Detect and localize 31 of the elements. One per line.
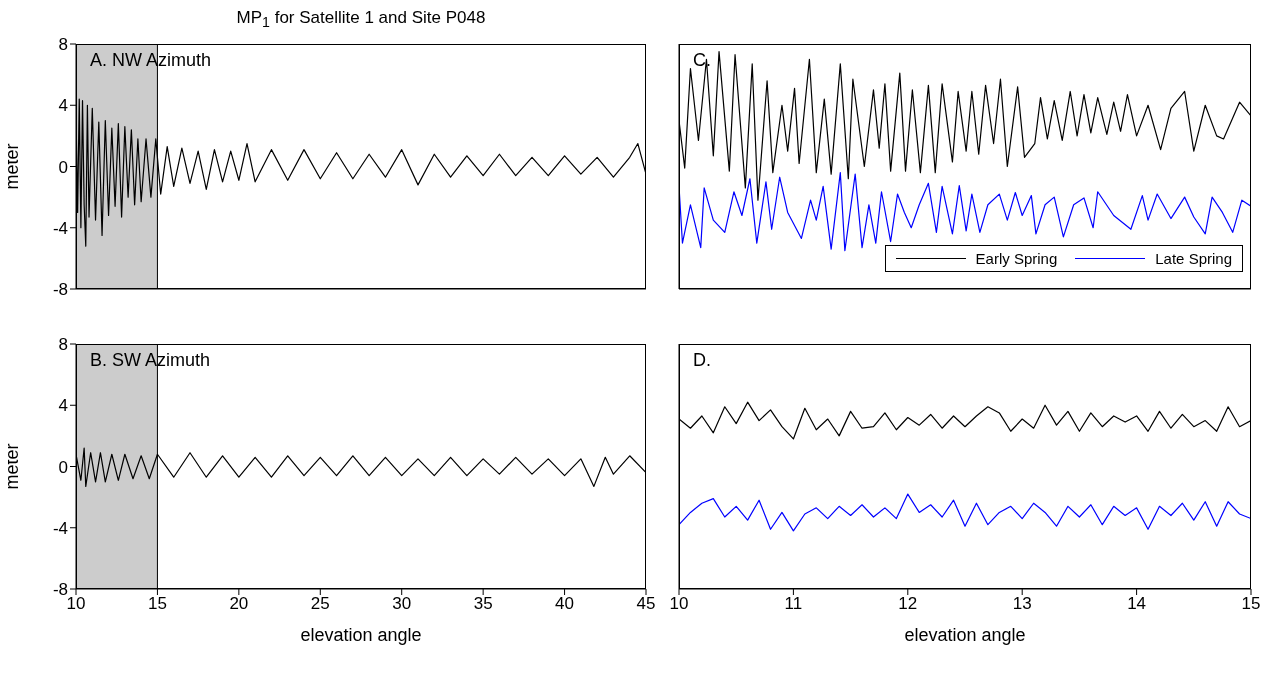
y-tick-label: -4 — [52, 518, 68, 538]
y-tick-label: -8 — [52, 280, 68, 300]
y-tick-label: 0 — [58, 457, 68, 477]
x-axis-title: elevation angle — [904, 625, 1026, 645]
y-tick-label: 4 — [58, 396, 68, 416]
y-tick-label: 0 — [58, 157, 68, 177]
x-tick-label: 12 — [898, 594, 918, 614]
x-tick-label: 13 — [1012, 594, 1032, 614]
x-tick-label: 14 — [1127, 594, 1147, 614]
x-tick-label: 11 — [784, 594, 803, 614]
x-tick-label: 25 — [310, 594, 330, 614]
x-tick-label: 30 — [392, 594, 412, 614]
x-tick-label: 40 — [555, 594, 575, 614]
y-tick-label: 8 — [58, 335, 68, 355]
x-tick-label: 15 — [147, 594, 167, 614]
x-tick-label: 45 — [636, 594, 656, 614]
y-tick-label: 4 — [58, 96, 68, 116]
annotation: C. — [693, 50, 711, 70]
legend-label: Late Spring — [1155, 250, 1232, 267]
chart-title: MP$_{1}$ for Satellite 1 and Site P048 — [236, 8, 486, 31]
x-axis-title: elevation angle — [300, 625, 422, 645]
x-tick-label: 10 — [669, 594, 689, 614]
legend-label: Early Spring — [975, 250, 1058, 267]
x-tick-label: 10 — [66, 594, 86, 614]
y-tick-label: 8 — [58, 35, 68, 55]
x-tick-label: 15 — [1241, 594, 1261, 614]
annotation: D. — [693, 350, 711, 370]
y-tick-label: -4 — [52, 218, 68, 238]
x-tick-label: 20 — [229, 594, 249, 614]
y-tick-label: -8 — [52, 580, 68, 600]
x-tick-label: 35 — [473, 594, 493, 614]
